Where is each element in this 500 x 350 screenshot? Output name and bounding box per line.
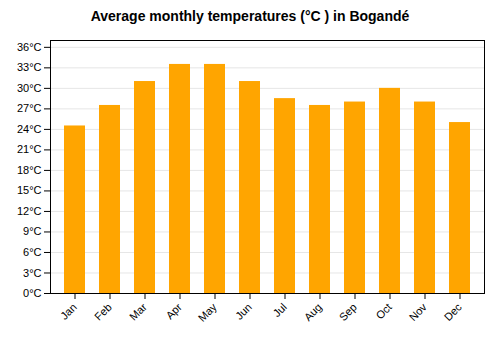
svg-text:6°C: 6°C <box>23 246 42 258</box>
svg-text:12°C: 12°C <box>17 205 42 217</box>
svg-text:Jul: Jul <box>270 301 288 319</box>
svg-text:Oct: Oct <box>373 301 394 322</box>
svg-text:15°C: 15°C <box>17 184 42 196</box>
svg-text:33°C: 33°C <box>17 61 42 73</box>
svg-text:36°C: 36°C <box>17 41 42 53</box>
svg-text:Jun: Jun <box>233 301 254 322</box>
svg-text:21°C: 21°C <box>17 143 42 155</box>
svg-text:24°C: 24°C <box>17 123 42 135</box>
svg-text:Apr: Apr <box>163 301 184 322</box>
svg-text:18°C: 18°C <box>17 164 42 176</box>
svg-text:Jan: Jan <box>58 301 79 322</box>
svg-text:Nov: Nov <box>407 300 430 323</box>
svg-text:Mar: Mar <box>127 301 149 323</box>
svg-text:Dec: Dec <box>442 300 465 323</box>
svg-text:30°C: 30°C <box>17 82 42 94</box>
svg-text:Feb: Feb <box>92 301 114 323</box>
html-text:Average monthly temperatures (: Average monthly temperatures (°C ) in Bo… <box>90 8 410 24</box>
svg-text:0°C: 0°C <box>23 287 42 299</box>
svg-text:9°C: 9°C <box>23 225 42 237</box>
svg-text:Aug: Aug <box>302 301 324 323</box>
svg-text:May: May <box>196 300 220 324</box>
svg-text:27°C: 27°C <box>17 102 42 114</box>
svg-text:Sep: Sep <box>337 301 359 323</box>
svg-text:3°C: 3°C <box>23 267 42 279</box>
